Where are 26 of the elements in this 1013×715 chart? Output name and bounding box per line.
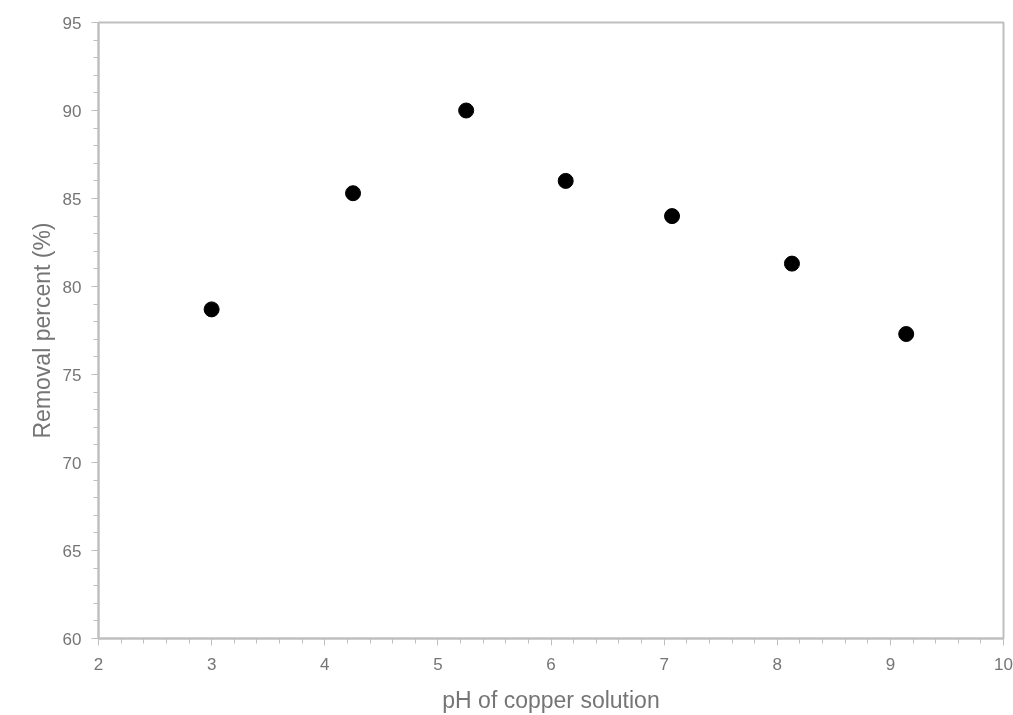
y-tick-label: 90 [62,101,82,121]
y-tick-label: 95 [62,13,82,33]
point [898,326,915,343]
x-tick-label: 3 [206,654,217,674]
x-tick-label: 4 [320,654,330,674]
x-tick-label: 7 [659,654,669,674]
x-tick-label: 10 [994,654,1013,674]
y-tick-label: 80 [62,277,82,297]
point [664,208,681,225]
point [557,172,574,189]
y-axis-title: Removal percent (%) [28,222,55,439]
x-tick-label: 8 [772,654,782,674]
x-tick-label: 5 [433,654,443,674]
point [458,102,475,119]
x-tick-label: 6 [546,654,556,674]
point [783,255,800,272]
point [345,185,362,202]
y-tick-label: 60 [62,629,82,649]
y-tick-label: 70 [62,453,82,473]
y-tick-label: 75 [62,365,82,385]
point [203,301,220,318]
x-axis-title: pH of copper solution [442,686,660,713]
x-tick-label: 2 [93,654,104,674]
x-tick-label: 9 [885,654,896,674]
y-tick-label: 85 [62,189,82,209]
y-tick-label: 65 [62,541,82,561]
